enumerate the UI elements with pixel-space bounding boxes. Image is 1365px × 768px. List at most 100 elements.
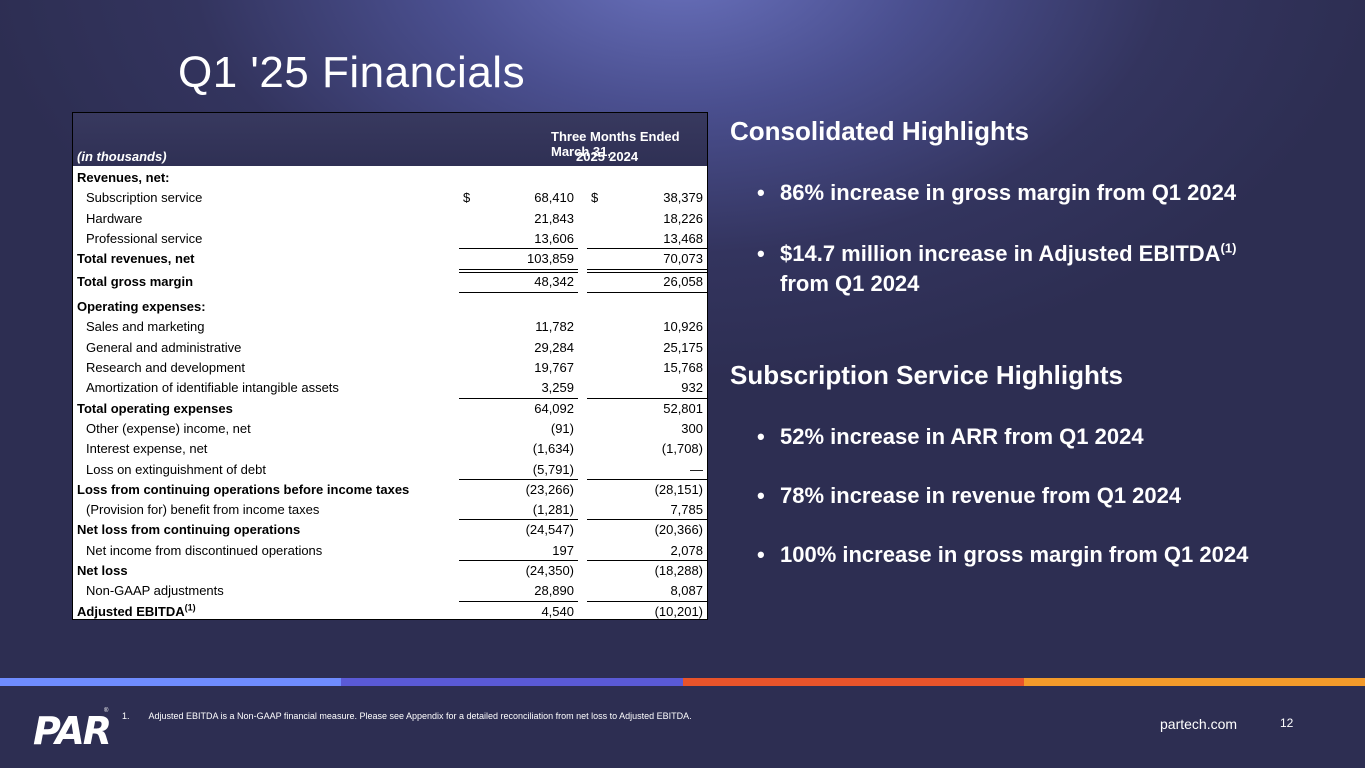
table-row: General and administrative 29,284 25,175: [73, 337, 707, 357]
value-2024: 300: [681, 420, 703, 436]
row-label: Net loss from continuing operations: [77, 522, 301, 538]
value-2024: 25,175: [663, 339, 703, 355]
row-label: Subscription service: [86, 190, 203, 206]
value-2024: 38,379: [663, 190, 703, 206]
table-row: Sales and marketing 11,782 10,926: [73, 316, 707, 336]
rule-line: [459, 397, 578, 399]
value-2025: 19,767: [534, 360, 574, 376]
bullet-dot: •: [757, 424, 765, 449]
value-2024: 70,073: [663, 251, 703, 267]
value-2025: 64,092: [534, 400, 574, 416]
bullet-text: 78% increase in revenue from Q1 2024: [780, 483, 1182, 508]
value-2025: 197: [552, 542, 574, 558]
value-2025: 21,843: [534, 210, 574, 226]
rule-line: [459, 292, 578, 294]
table-row: Hardware 21,843 18,226: [73, 208, 707, 228]
currency-symbol: $: [591, 190, 599, 206]
row-label: (Provision for) benefit from income taxe…: [86, 502, 320, 518]
brand-stripe-red: [683, 678, 1024, 686]
value-2024: 7,785: [670, 502, 703, 518]
table-row: Professional service 13,606 13,468: [73, 228, 707, 248]
value-2024: 52,801: [663, 400, 703, 416]
value-2025: 103,859: [527, 251, 574, 267]
row-label: Interest expense, net: [86, 441, 208, 457]
bullet-dot: •: [757, 241, 765, 266]
table-row: Net loss from continuing operations (24,5…: [73, 519, 707, 539]
row-label: Net income from discontinued operations: [86, 542, 323, 558]
row-label: Amortization of identifiable intangible …: [86, 380, 339, 396]
bullet-dot: •: [757, 180, 765, 205]
par-logo: PAR: [33, 709, 112, 753]
table-row: Adjusted EBITDA(1) 4,540 (10,201): [73, 600, 707, 621]
value-2025: (24,350): [525, 563, 574, 579]
rule-line: [587, 269, 707, 274]
bullet-text: 52% increase in ARR from Q1 2024: [780, 424, 1144, 449]
table-row: Other (expense) income, net (91) 300: [73, 418, 707, 438]
row-label: Other (expense) income, net: [86, 420, 251, 436]
consolidated-heading: Consolidated Highlights: [730, 116, 1029, 146]
bullet-text: $14.7 million increase in Adjusted EBITD…: [780, 241, 1221, 266]
value-2025: (1,281): [532, 502, 574, 518]
value-2025: 29,284: [534, 339, 574, 355]
row-label: Professional service: [86, 230, 203, 246]
value-2024: 10,926: [663, 319, 703, 335]
value-2024: (10,201): [654, 603, 703, 619]
value-2024: 26,058: [663, 274, 703, 290]
table-row: Interest expense, net (1,634) (1,708): [73, 438, 707, 458]
rule-line: [459, 560, 578, 562]
value-2024: 18,226: [663, 210, 703, 226]
rule-line: [459, 248, 578, 250]
year-2024-header: 2024: [609, 149, 639, 164]
value-2025: (91): [550, 420, 574, 436]
table-row: Loss on extinguishment of debt (5,791) —: [73, 459, 707, 479]
table-row: Total revenues, net 103,859 70,073: [73, 248, 707, 268]
row-label: Total revenues, net: [77, 251, 195, 267]
value-2024: (28,151): [654, 481, 703, 497]
table-row: Total gross margin 48,342 26,058: [73, 268, 707, 292]
row-label: Revenues, net:: [77, 170, 170, 185]
period-header: Three Months Ended March 31,: [551, 129, 680, 159]
rule-line: [459, 600, 578, 602]
bullet-dot: •: [757, 483, 765, 508]
page-number: 12: [1280, 716, 1294, 730]
value-2024: —: [690, 461, 703, 477]
row-label: Loss from continuing operations before i…: [77, 481, 410, 497]
row-label: Non-GAAP adjustments: [86, 583, 224, 599]
row-label: Total operating expenses: [77, 400, 233, 416]
value-2025: (1,634): [532, 441, 574, 457]
bullet-text: from Q1 2024: [780, 271, 920, 296]
rule-line: [587, 519, 707, 521]
value-2025: 28,890: [534, 583, 574, 599]
value-2024: (20,366): [654, 522, 703, 538]
table-row: Subscription service $68,410 $38,379: [73, 187, 707, 207]
table-row: Net loss (24,350) (18,288): [73, 560, 707, 580]
row-label: Adjusted EBITDA(1): [77, 602, 196, 619]
website-link[interactable]: partech.com: [1160, 716, 1238, 732]
rule-line: [587, 248, 707, 250]
value-2025: 48,342: [534, 274, 574, 290]
value-2024: (18,288): [654, 563, 703, 579]
row-label: Operating expenses:: [77, 299, 206, 315]
bullet-text: 86% increase in gross margin from Q1 202…: [780, 180, 1237, 205]
row-label: Net loss: [77, 563, 128, 579]
rule-line: [459, 478, 578, 480]
financials-table: Three Months Ended March 31, (in thousan…: [72, 112, 708, 620]
value-2024: 8,087: [670, 583, 703, 599]
table-row: Total operating expenses 64,092 52,801: [73, 397, 707, 418]
registered-mark: ®: [104, 708, 109, 714]
row-label: Total gross margin: [77, 274, 194, 290]
rule-line: [587, 292, 707, 294]
value-2025: 11,782: [535, 319, 574, 335]
rule-line: Adjusted EBITDA: [77, 603, 185, 619]
table-row: Revenues, net:: [73, 167, 707, 187]
row-label: General and administrative: [86, 339, 242, 355]
value-2024: 15,768: [663, 360, 703, 376]
bullet-text: 100% increase in gross margin from Q1 20…: [780, 542, 1249, 567]
table-row: Operating expenses:: [73, 292, 707, 316]
table-row: Loss from continuing operations before i…: [73, 478, 707, 499]
rule-line: [459, 269, 578, 274]
bullet-text: $14.7 million increase in Adjusted EBITD…: [780, 240, 1237, 296]
brand-stripe-blue: [0, 678, 341, 686]
subscription-heading: Subscription Service Highlights: [730, 360, 1123, 390]
table-row: Research and development 19,767 15,768: [73, 357, 707, 377]
